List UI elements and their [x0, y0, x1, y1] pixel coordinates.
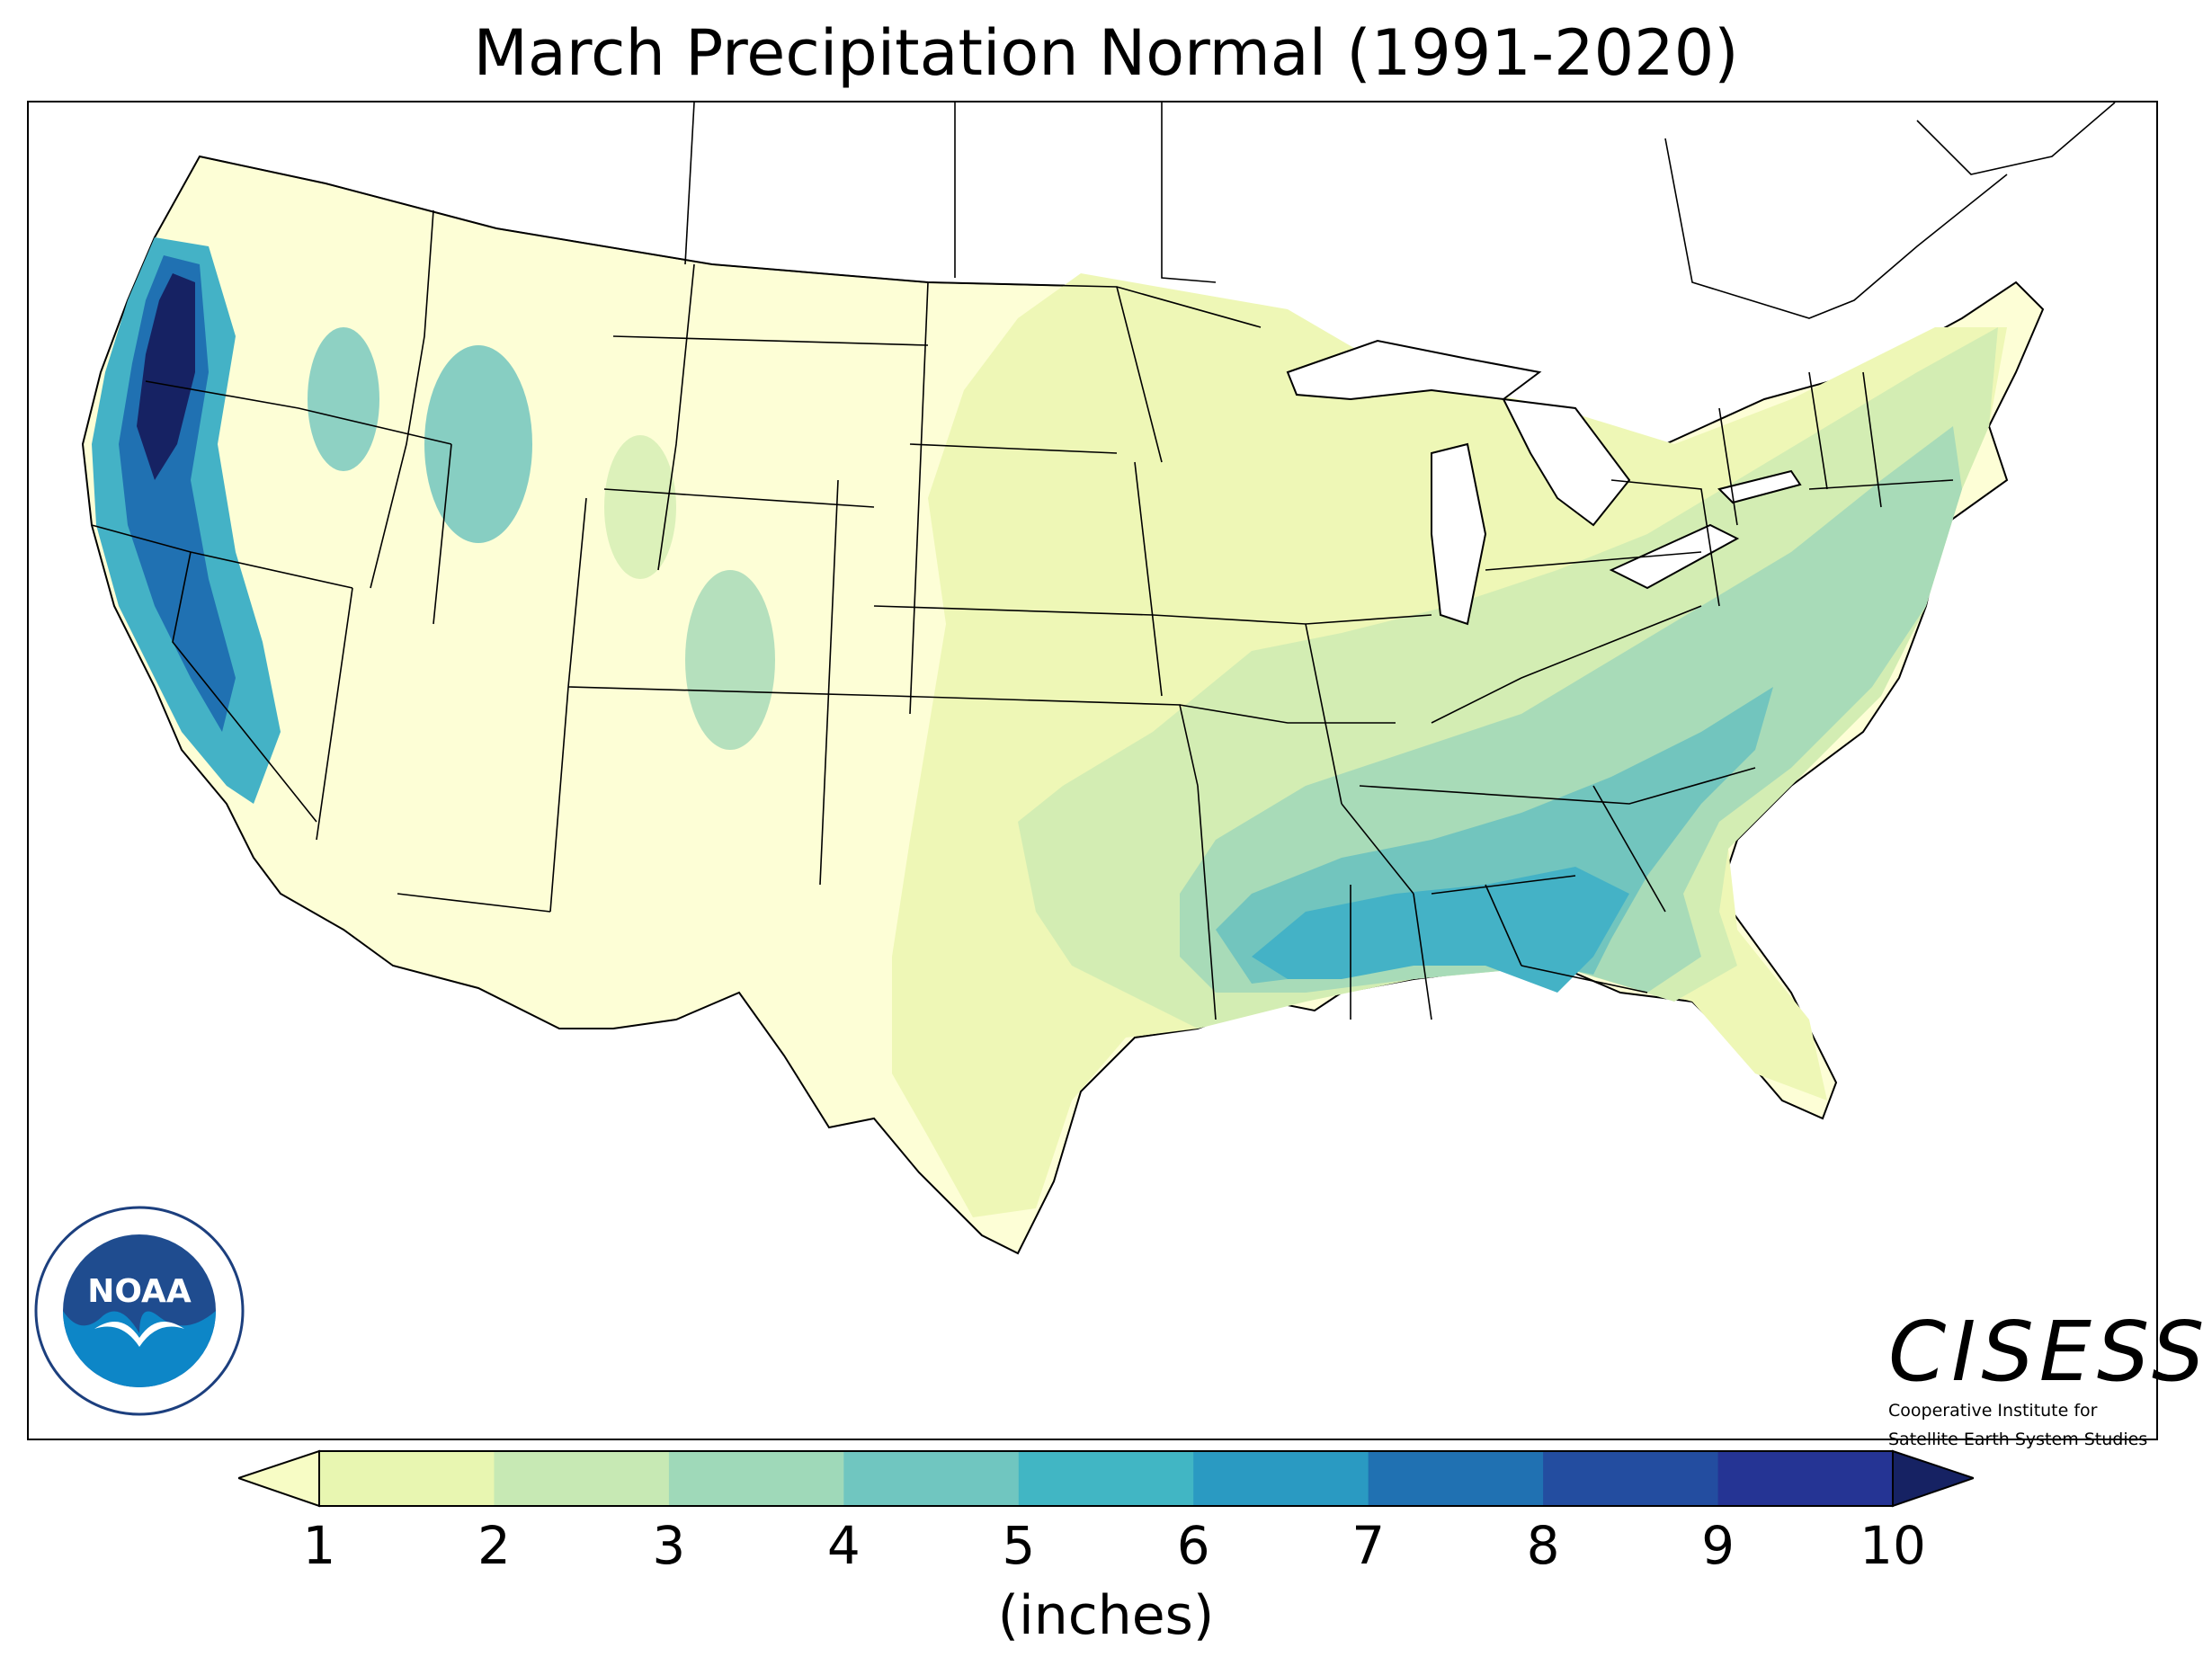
- rockies-patch-4: [604, 435, 676, 579]
- lake-huron: [1502, 397, 1631, 527]
- colorbar-tick-label: 5: [1002, 1515, 1036, 1576]
- colorbar-tick-label: 3: [652, 1515, 686, 1576]
- precipitation-map: [81, 102, 2116, 1255]
- colorbar-segment: [843, 1451, 1020, 1506]
- map-panel: [27, 101, 2158, 1440]
- colorbar-segment: [668, 1451, 844, 1506]
- colorbar-tick-label: 9: [1701, 1515, 1735, 1576]
- colorbar-segment: [319, 1451, 495, 1506]
- lake-ontario: [1717, 469, 1802, 504]
- cisess-logo-line1: Cooperative Institute for: [1888, 1401, 2098, 1421]
- colorbar-tick-label: 10: [1860, 1515, 1926, 1576]
- lake-michigan: [1431, 442, 1487, 626]
- colorbar-tick-label: 8: [1526, 1515, 1560, 1576]
- colorbar-arrow-low: [238, 1449, 320, 1508]
- colorbar-tick-label: 1: [302, 1515, 336, 1576]
- colorbar: [238, 1449, 1974, 1508]
- colorbar-outline: [318, 1450, 1894, 1507]
- lake-erie: [1609, 523, 1740, 590]
- colorbar-segment: [1193, 1451, 1369, 1506]
- colorbar-segment: [1717, 1451, 1894, 1506]
- rockies-patch-1: [424, 345, 532, 543]
- colorbar-tick-label: 2: [477, 1515, 511, 1576]
- canada-boundaries: [684, 102, 2116, 319]
- cisess-logo-name: CISESS: [1888, 1304, 2210, 1400]
- colorbar-units: (inches): [997, 1584, 1215, 1647]
- cisess-logo-line2: Satellite Earth System Studies: [1888, 1429, 2148, 1449]
- colorbar-segment: [1018, 1451, 1194, 1506]
- state-boundaries: [91, 156, 1954, 1020]
- chart-title: March Precipitation Normal (1991-2020): [473, 16, 1739, 90]
- cisess-logo: CISESS Cooperative Institute for Satelli…: [1888, 1311, 2209, 1451]
- colorbar-tick-label: 7: [1351, 1515, 1386, 1576]
- colorbar-segment: [1543, 1451, 1719, 1506]
- rockies-patch-3: [308, 327, 379, 471]
- colorbar-segment: [1368, 1451, 1544, 1506]
- precip-zone-pnw-max: [137, 273, 195, 480]
- colorbar-tick-label: 6: [1176, 1515, 1210, 1576]
- noaa-emblem: NOAA: [34, 1206, 245, 1416]
- noaa-logo: NOAA: [31, 1203, 247, 1419]
- precip-zone-6in: [1252, 867, 1629, 993]
- colorbar-segment: [494, 1451, 670, 1506]
- rockies-patch-2: [685, 570, 775, 750]
- colorbar-tick-label: 4: [826, 1515, 861, 1576]
- noaa-logo-text: NOAA: [87, 1273, 192, 1310]
- colorbar-arrow-high: [1892, 1449, 1974, 1508]
